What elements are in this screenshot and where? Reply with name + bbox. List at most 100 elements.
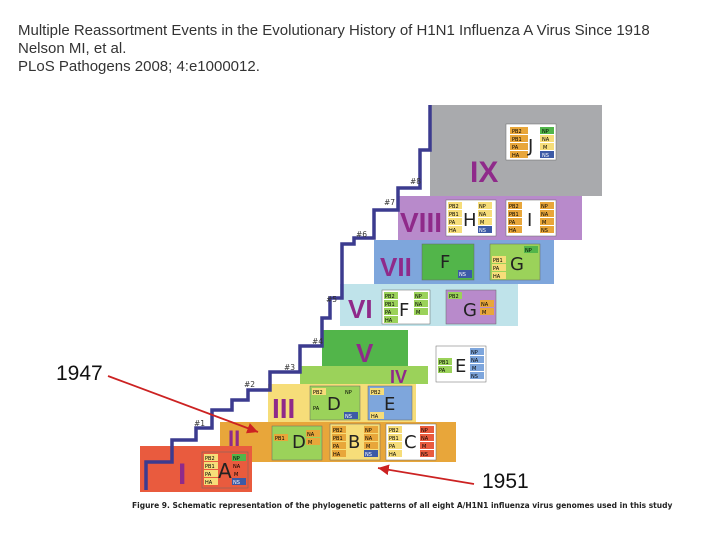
roman-VIII: VIII <box>400 207 442 238</box>
svg-text:NA: NA <box>421 436 429 442</box>
svg-text:PA: PA <box>512 145 519 151</box>
svg-text:G: G <box>463 300 477 321</box>
svg-text:NA: NA <box>541 212 549 218</box>
svg-text:PB1: PB1 <box>385 302 395 308</box>
step-label-6: #6 <box>356 230 367 239</box>
svg-text:M: M <box>480 220 484 226</box>
step-label-7: #7 <box>384 198 395 207</box>
svg-text:NS: NS <box>479 228 486 234</box>
svg-text:A: A <box>218 459 232 483</box>
svg-text:D: D <box>292 432 306 453</box>
svg-text:NS: NS <box>345 414 352 420</box>
svg-text:HA: HA <box>449 228 457 234</box>
svg-text:HA: HA <box>385 318 393 324</box>
clade-D-III: PB2 PA NP NS D <box>309 385 361 421</box>
citation: Multiple Reassortment Events in the Evol… <box>18 22 650 76</box>
band-IV <box>300 366 428 384</box>
svg-text:NP: NP <box>415 294 422 300</box>
svg-text:HA: HA <box>512 153 520 159</box>
clade-D-II: PB1 NA M D <box>271 425 323 461</box>
clade-G-VI: PB2 NA M G <box>445 289 497 325</box>
svg-text:PA: PA <box>205 472 212 478</box>
svg-text:PA: PA <box>313 406 320 412</box>
svg-text:NA: NA <box>479 212 487 218</box>
step-label-2: #2 <box>244 380 255 389</box>
staircase-line <box>144 105 432 490</box>
svg-text:M: M <box>543 145 547 151</box>
svg-text:PB1: PB1 <box>275 436 285 442</box>
roman-VII: VII <box>380 252 412 282</box>
svg-text:PB1: PB1 <box>205 464 215 470</box>
band-V <box>322 330 408 366</box>
step-label-8: #8 <box>410 177 421 186</box>
svg-text:PB2: PB2 <box>313 390 323 396</box>
svg-text:PA: PA <box>389 444 396 450</box>
roman-IX: IX <box>470 156 498 189</box>
citation-authors: Nelson MI, et al. <box>18 40 127 57</box>
svg-text:PB1: PB1 <box>439 360 449 366</box>
svg-text:HA: HA <box>371 414 379 420</box>
svg-text:PB1: PB1 <box>509 212 519 218</box>
svg-text:M: M <box>366 444 370 450</box>
roman-V: V <box>356 338 374 368</box>
clade-G-VII: PB1 PA HA NP G <box>489 243 541 281</box>
svg-text:HA: HA <box>493 274 501 280</box>
clade-C: PB2 PB1 PA HA NP NA M NS C <box>385 423 437 461</box>
svg-text:NP: NP <box>345 390 352 396</box>
svg-text:NS: NS <box>542 153 549 159</box>
svg-text:PB1: PB1 <box>493 258 503 264</box>
svg-text:J: J <box>527 136 533 157</box>
svg-text:E: E <box>455 356 466 377</box>
svg-text:NS: NS <box>421 452 428 458</box>
svg-text:NP: NP <box>541 204 548 210</box>
svg-text:PB2: PB2 <box>389 428 399 434</box>
clade-E-IV: PB1 PA NP NA M NS E <box>435 345 487 383</box>
callout-1947: 1947 <box>56 362 103 385</box>
step-label-1: #1 <box>194 419 205 428</box>
svg-text:HA: HA <box>389 452 397 458</box>
svg-text:G: G <box>510 254 524 275</box>
svg-text:I: I <box>527 210 532 231</box>
svg-text:NA: NA <box>365 436 373 442</box>
svg-text:PB2: PB2 <box>449 204 459 210</box>
svg-text:F: F <box>440 252 450 273</box>
svg-text:NS: NS <box>459 272 466 278</box>
svg-text:HA: HA <box>509 228 517 234</box>
svg-text:PB2: PB2 <box>512 129 522 135</box>
svg-text:H: H <box>463 210 477 231</box>
svg-text:NA: NA <box>542 137 550 143</box>
svg-text:PB2: PB2 <box>205 456 215 462</box>
svg-text:PB2: PB2 <box>509 204 519 210</box>
svg-text:NA: NA <box>481 302 489 308</box>
roman-II: II <box>228 426 240 451</box>
figure-caption: Figure 9. Schematic representation of th… <box>132 501 673 510</box>
arrow-1951 <box>377 464 475 485</box>
clade-I: PB2 PB1 PA HA NP NA M NS I <box>505 199 557 237</box>
svg-text:F: F <box>399 300 409 321</box>
svg-text:M: M <box>482 310 486 316</box>
svg-text:PA: PA <box>439 368 446 374</box>
roman-III: III <box>272 393 295 424</box>
svg-text:PB2: PB2 <box>385 294 395 300</box>
svg-text:C: C <box>404 432 417 453</box>
svg-text:NA: NA <box>307 432 315 438</box>
roman-VI: VI <box>348 294 373 324</box>
svg-text:NS: NS <box>471 374 478 380</box>
svg-text:PB1: PB1 <box>512 137 522 143</box>
citation-journal: PLoS Pathogens 2008; 4:e1000012. <box>18 58 260 75</box>
clade-B: PB2 PB1 PA HA NP NA M NS B <box>329 423 381 461</box>
svg-text:HA: HA <box>205 480 213 486</box>
clade-J: PB2 PB1 PA HA NP NA M NS J <box>505 123 557 161</box>
svg-text:M: M <box>472 366 476 372</box>
svg-text:NS: NS <box>365 452 372 458</box>
svg-text:M: M <box>308 440 312 446</box>
svg-text:NP: NP <box>233 456 240 462</box>
clade-F-VII: F NS <box>421 243 475 281</box>
arrow-1947 <box>107 375 259 434</box>
svg-text:NS: NS <box>541 228 548 234</box>
svg-text:NA: NA <box>233 464 241 470</box>
clade-A: PB2 PB1 PA HA NP NA M NS A <box>201 451 249 489</box>
svg-text:NP: NP <box>421 428 428 434</box>
svg-text:M: M <box>416 310 420 316</box>
svg-text:PB2: PB2 <box>333 428 343 434</box>
